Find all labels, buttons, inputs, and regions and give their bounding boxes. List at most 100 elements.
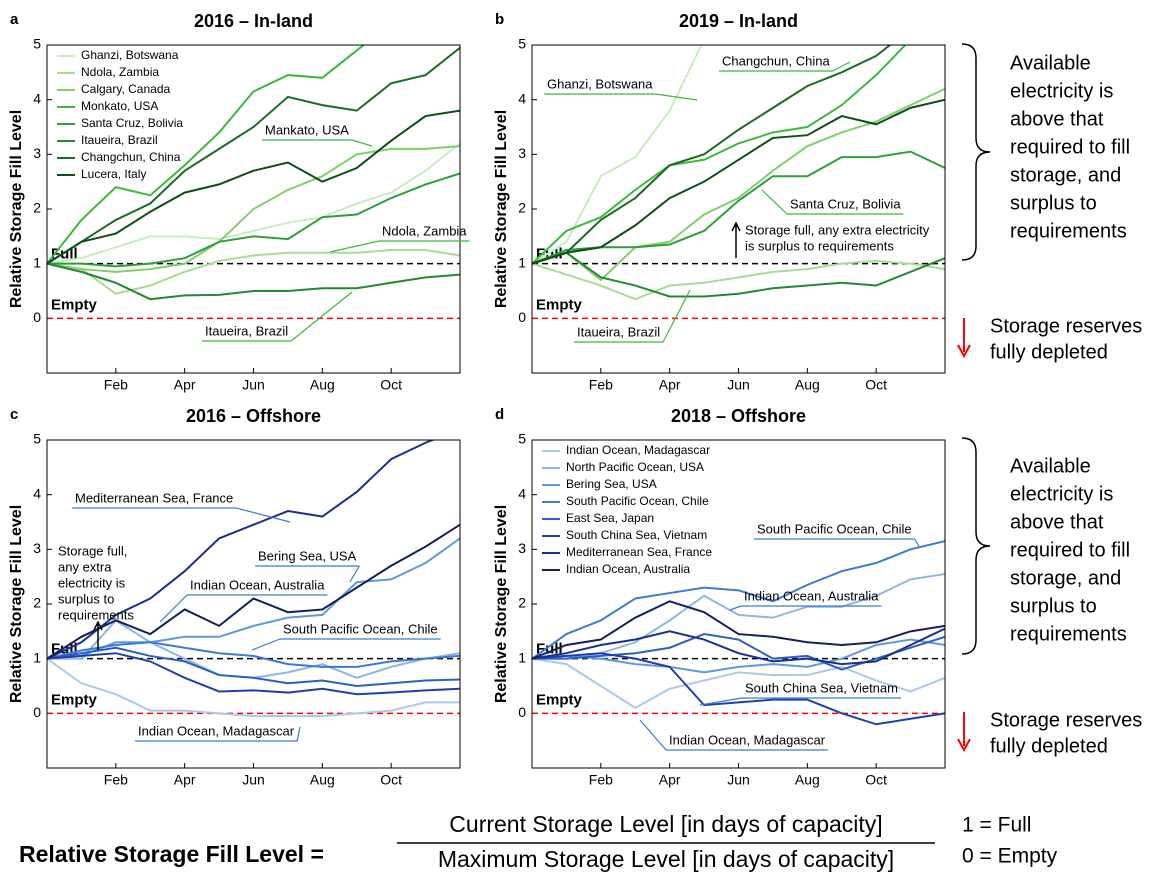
- reference-label: Empty: [51, 296, 98, 313]
- side-note: Storage reserves: [990, 315, 1142, 337]
- brace: [961, 43, 991, 261]
- annotation-leader: [761, 189, 788, 215]
- panel-label: b: [495, 11, 504, 28]
- legend-label: Changchun, China: [81, 150, 181, 164]
- series-line: [532, 540, 945, 660]
- series-line: [532, 633, 945, 671]
- x-tick-label: Aug: [795, 772, 820, 788]
- side-note: storage, and: [1010, 164, 1121, 186]
- series-line: [47, 45, 366, 265]
- series-line: [47, 646, 460, 688]
- annotation: South Pacific Ocean, Chile: [757, 521, 912, 536]
- x-tick-label: Jun: [242, 772, 265, 788]
- annotation: Mankato, USA: [265, 122, 349, 137]
- side-note: requirements: [1010, 623, 1127, 645]
- series-line: [532, 259, 945, 301]
- annotation: any extra: [58, 559, 112, 574]
- formula-denominator: Maximum Storage Level [in days of capaci…: [438, 846, 894, 872]
- x-tick-label: Oct: [380, 377, 402, 393]
- annotation: Indian Ocean, Australia: [190, 577, 325, 592]
- annotation: Itaueira, Brazil: [205, 323, 288, 338]
- annotation: electricity is: [58, 575, 126, 590]
- x-tick-label: Aug: [310, 772, 335, 788]
- y-tick-label: 3: [33, 540, 41, 556]
- annotation: Bering Sea, USA: [258, 548, 357, 563]
- annotation: Itaueira, Brazil: [577, 324, 660, 339]
- x-tick-label: Feb: [589, 772, 613, 788]
- annotation: South Pacific Ocean, Chile: [283, 621, 438, 636]
- annotation: Indian Ocean, Madagascar: [669, 732, 826, 747]
- annotation-leader: [251, 638, 281, 651]
- series-line: [47, 172, 460, 268]
- x-tick-label: Aug: [310, 377, 335, 393]
- annotation-leader: [639, 719, 667, 751]
- panel-title: 2016 – Offshore: [186, 406, 321, 426]
- x-tick-label: Feb: [589, 377, 613, 393]
- series-line: [47, 440, 436, 660]
- series-line: [47, 523, 460, 660]
- side-note: required to fill: [1010, 539, 1130, 561]
- annotation-leader: [329, 240, 380, 253]
- series-line: [532, 98, 945, 265]
- formula-key: 0 = Empty: [962, 845, 1058, 868]
- series-line: [532, 657, 945, 710]
- y-tick-label: 2: [33, 595, 41, 611]
- panel-label: d: [495, 406, 504, 423]
- y-tick-label: 0: [33, 704, 41, 720]
- y-tick-label: 0: [33, 309, 41, 325]
- series-line: [532, 45, 907, 265]
- y-tick-label: 0: [518, 704, 526, 720]
- annotation-leader: [296, 726, 301, 742]
- annotation-leader: [662, 289, 691, 343]
- formula-numerator: Current Storage Level [in days of capaci…: [449, 811, 882, 837]
- series-line: [47, 641, 460, 668]
- annotation: Ghanzi, Botswana: [547, 76, 653, 91]
- series-line: [47, 142, 460, 265]
- series-line: [532, 627, 945, 666]
- annotation: Changchun, China: [722, 53, 830, 68]
- x-tick-label: Oct: [380, 772, 402, 788]
- legend-label: Ndola, Zambia: [81, 65, 159, 79]
- annotation-leader: [832, 61, 851, 72]
- annotation-arrow: [93, 620, 103, 650]
- series-line: [532, 87, 945, 282]
- side-note: required to fill: [1010, 136, 1130, 158]
- panel-label: a: [10, 11, 19, 28]
- y-tick-label: 5: [518, 431, 526, 447]
- y-tick-label: 2: [518, 595, 526, 611]
- y-tick-label: 4: [33, 90, 41, 106]
- legend-label: Mediterranean Sea, France: [566, 545, 712, 559]
- side-note: fully depleted: [990, 341, 1108, 363]
- y-tick-label: 1: [518, 254, 526, 270]
- legend-label: Ghanzi, Botswana: [81, 48, 179, 62]
- x-tick-label: Feb: [104, 772, 128, 788]
- y-tick-label: 3: [518, 540, 526, 556]
- series-line: [47, 145, 460, 273]
- y-tick-label: 1: [33, 254, 41, 270]
- annotation: is surplus to requirements: [745, 238, 894, 253]
- reference-label: Empty: [536, 296, 583, 313]
- side-note: surplus to: [1010, 595, 1097, 617]
- legend-label: South China Sea, Vietnam: [566, 528, 707, 542]
- y-tick-label: 3: [33, 145, 41, 161]
- side-note: electricity is: [1010, 483, 1113, 505]
- annotation: Mediterranean Sea, France: [75, 490, 233, 505]
- legend-label: Santa Cruz, Bolivia: [81, 116, 183, 130]
- side-note: above that: [1010, 108, 1104, 130]
- annotation: Santa Cruz, Bolivia: [790, 196, 901, 211]
- series-line: [47, 262, 460, 301]
- legend-label: East Sea, Japan: [566, 511, 654, 525]
- panel-title: 2016 – In-land: [194, 11, 313, 31]
- annotation-leader: [655, 93, 698, 101]
- arrow: [957, 318, 971, 359]
- legend-label: Lucera, Italy: [81, 167, 146, 181]
- series-line: [532, 251, 945, 298]
- annotation-leader: [914, 538, 921, 549]
- y-axis-label: Relative Storage Fill Level: [493, 110, 510, 308]
- x-tick-label: Jun: [242, 377, 265, 393]
- x-tick-label: Apr: [174, 772, 196, 788]
- x-tick-label: Apr: [659, 377, 681, 393]
- series-line: [47, 652, 460, 696]
- series-line: [47, 249, 460, 295]
- y-tick-label: 4: [518, 485, 526, 501]
